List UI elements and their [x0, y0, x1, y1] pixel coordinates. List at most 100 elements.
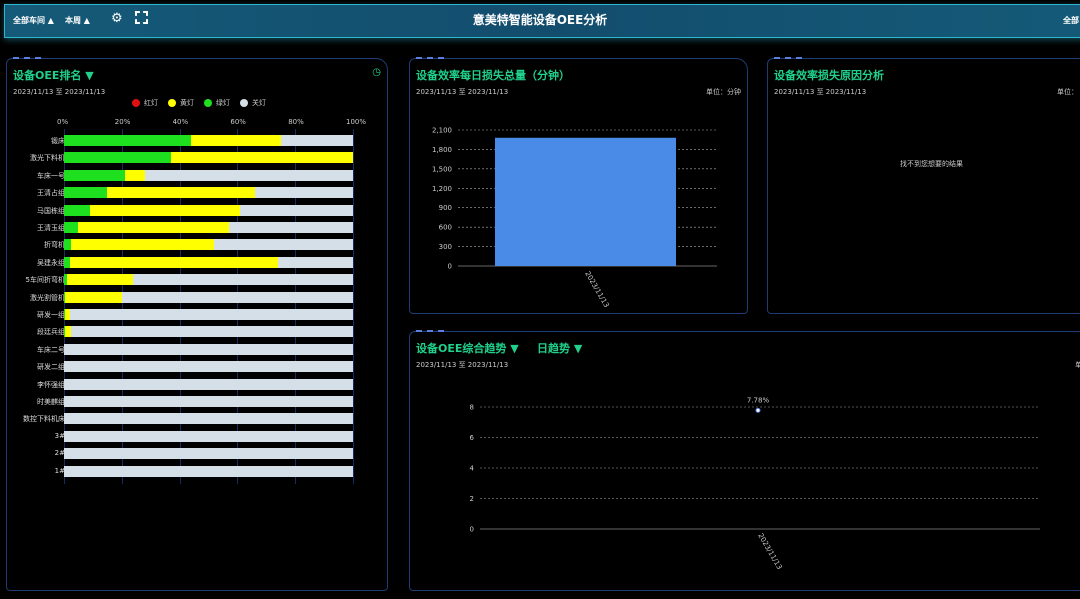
ranking-row[interactable]: 时美麒组 [7, 396, 387, 407]
bar-yellow [69, 256, 278, 268]
ranking-row[interactable]: 王清玉组 [7, 222, 387, 233]
row-label: 李怀强组 [37, 380, 65, 389]
row-label: 王清玉组 [37, 224, 65, 232]
row-label: 王清占组 [37, 189, 65, 198]
bar-off [64, 413, 353, 425]
bar-yellow [71, 239, 215, 251]
ranking-row[interactable]: 段廷兵组 [7, 326, 387, 338]
ranking-row[interactable]: 2# [7, 448, 387, 460]
reason-title: 设备效率损失原因分析 [774, 69, 884, 82]
panel-decoration [416, 57, 444, 60]
x-tick-label: 60% [230, 118, 246, 126]
bar-yellow [65, 326, 72, 338]
ranking-row[interactable]: 研发二组 [7, 361, 387, 373]
y-tick-label: 0 [470, 526, 474, 534]
bar-green [64, 326, 66, 338]
bar-yellow [191, 135, 281, 146]
bar-off [64, 187, 353, 199]
bar-off [64, 291, 353, 303]
legend-label: 绿灯 [216, 99, 230, 107]
legend-item[interactable]: 红灯 [132, 98, 158, 108]
loss-panel: 设备效率每日损失总量（分钟） 2023/11/13 至 2023/11/13 单… [409, 57, 748, 314]
ranking-row[interactable]: 吴建永组 [7, 256, 387, 268]
ranking-row[interactable]: 王清占组 [7, 187, 387, 199]
loss-bar [495, 137, 676, 266]
panel-decoration [416, 330, 444, 333]
trend-title[interactable]: 设备OEE综合趋势 ▼ [416, 342, 519, 355]
x-tick-label: 2023/11/13 [756, 532, 783, 571]
x-tick-label: 80% [288, 118, 304, 126]
ranking-date: 2023/11/13 至 2023/11/13 [13, 88, 106, 96]
ranking-row[interactable]: 1# [7, 465, 387, 477]
legend-item[interactable]: 绿灯 [204, 98, 230, 108]
ranking-row[interactable]: 研发一组 [7, 309, 387, 320]
ranking-row[interactable]: 车床二号 [7, 343, 387, 355]
data-label: 7.78% [747, 396, 770, 404]
y-tick-label: 4 [470, 465, 475, 473]
reason-date: 2023/11/13 至 2023/11/13 [774, 88, 867, 96]
x-tick-label: 2023/11/13 [583, 270, 610, 309]
legend-label: 红灯 [144, 99, 158, 107]
ranking-row[interactable]: 数控下料机床 [7, 413, 387, 425]
bar-yellow [107, 187, 255, 199]
grid-line [295, 129, 297, 484]
row-label: 研发二组 [37, 363, 65, 372]
ranking-row[interactable]: 车床一号 [7, 169, 387, 181]
y-tick-label: 1,200 [432, 185, 452, 193]
y-tick-label: 2 [470, 495, 474, 503]
grid-line [121, 129, 123, 484]
data-point [755, 407, 761, 413]
bar-off [64, 378, 353, 390]
ranking-row[interactable]: 5车间折弯机 [7, 274, 387, 286]
ranking-row[interactable]: 3# [7, 430, 387, 442]
ranking-row[interactable]: 锻床 [7, 135, 387, 146]
row-label: 研发一组 [37, 311, 65, 319]
ranking-legend: 红灯 黄灯 绿灯 关灯 [132, 98, 266, 108]
reason-unit: 单位： [1057, 88, 1078, 96]
fullscreen-icon[interactable] [135, 11, 148, 24]
grid-line [353, 129, 354, 484]
legend-label: 关灯 [252, 99, 266, 107]
ranking-row[interactable]: 马国栋组 [7, 204, 387, 216]
x-tick-label: 0% [57, 118, 69, 126]
legend-item[interactable]: 黄灯 [168, 98, 194, 108]
row-label: 3# [54, 431, 65, 440]
legend-item[interactable]: 关灯 [240, 98, 266, 108]
bar-off [64, 326, 353, 338]
ranking-row[interactable]: 激光割管机 [7, 291, 387, 303]
row-label: 5车间折弯机 [25, 276, 65, 285]
bar-off [64, 430, 353, 442]
y-tick-label: 0 [448, 263, 452, 271]
bar-off [64, 222, 353, 233]
clock-icon[interactable]: ◷ [372, 67, 381, 78]
bar-yellow [65, 309, 70, 320]
trend-date: 2023/11/13 至 2023/11/13 [416, 361, 509, 369]
right-select[interactable]: 全部 [1063, 16, 1079, 25]
bar-off [64, 361, 353, 373]
y-tick-label: 1,500 [432, 165, 452, 173]
trend-unit: 单 [1075, 361, 1080, 369]
ranking-title[interactable]: 设备OEE排名 ▼ [13, 69, 94, 82]
loss-chart: 0 300 600 900 1,200 1,500 1,800 2,100 2023/11/13 [432, 127, 717, 309]
trend-mode-select[interactable]: 日趋势 ▼ [537, 342, 583, 355]
loss-unit: 单位：分钟 [706, 88, 741, 96]
period-select[interactable]: 本周 ▲ [65, 16, 90, 25]
bar-green [64, 291, 66, 303]
page-title: 意美特智能设备OEE分析 [472, 13, 608, 27]
gear-icon[interactable]: ⚙ [111, 11, 123, 26]
x-tick-label: 40% [172, 118, 189, 126]
y-tick-label: 6 [470, 434, 475, 442]
bar-off [64, 343, 353, 355]
empty-message: 找不到您想要的结果 [900, 160, 963, 168]
panel-decoration [13, 57, 41, 60]
oee-ranking-panel: 设备OEE排名 ▼ ◷ 2023/11/13 至 2023/11/13 红灯 黄灯… [6, 57, 388, 591]
bar-yellow [124, 169, 145, 181]
ranking-row[interactable]: 李怀强组 [7, 378, 387, 390]
workshop-select[interactable]: 全部车间 ▲ [13, 16, 54, 25]
legend-label: 黄灯 [180, 99, 194, 107]
bar-off [64, 239, 353, 251]
ranking-row[interactable]: 激光下料机 [7, 152, 387, 164]
row-label: 车床二号 [37, 345, 65, 354]
bar-off [64, 169, 353, 181]
ranking-row[interactable]: 折弯机 [7, 239, 387, 251]
